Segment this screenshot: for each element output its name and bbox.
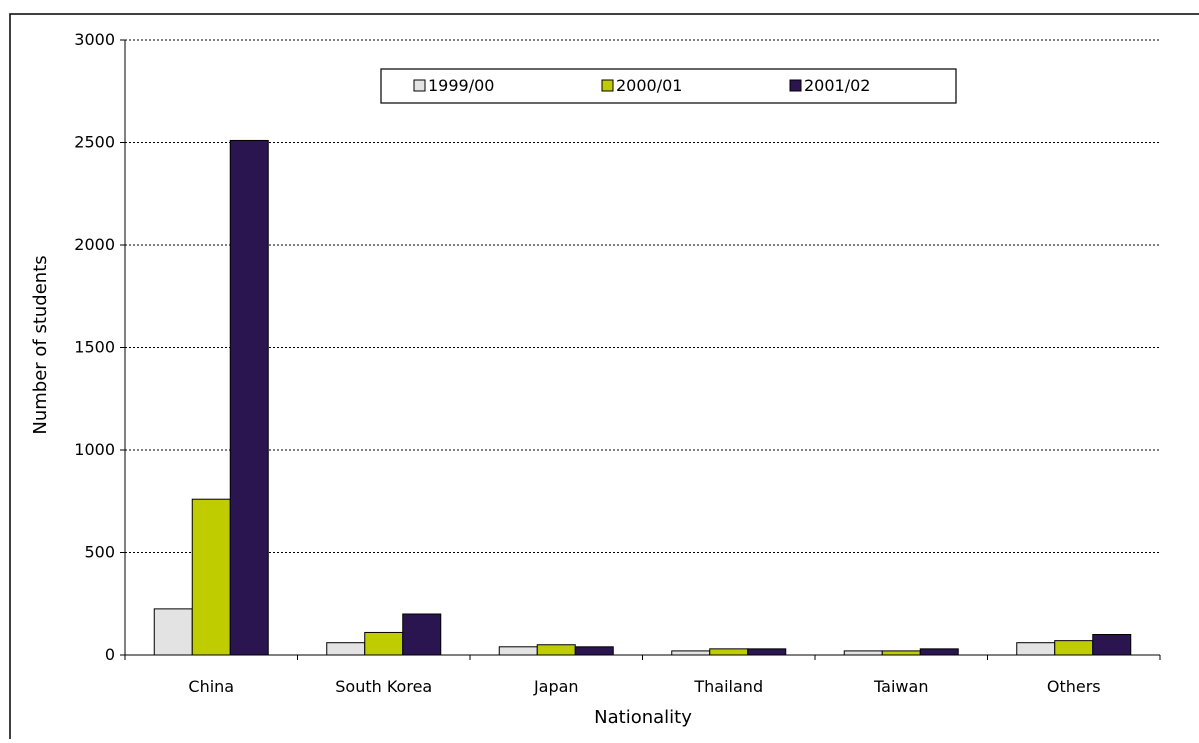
x-tick-label: Japan: [533, 677, 579, 696]
legend-label: 2001/02: [804, 76, 870, 95]
y-tick-label: 1000: [74, 440, 115, 459]
bar-others-2000-01: [1054, 640, 1094, 656]
legend-label: 1999/00: [428, 76, 494, 95]
bar-thailand-2000-01: [709, 648, 749, 656]
legend-swatch: [413, 79, 426, 92]
y-tick-label: 0: [105, 645, 115, 664]
grid-layer: [125, 39, 1160, 553]
legend-items: 1999/00 2000/01 2001/02: [413, 76, 870, 95]
legend-swatch: [601, 79, 614, 92]
y-axis-title: Number of students: [30, 255, 51, 434]
bar-south-korea-2000-01: [364, 631, 404, 656]
y-tick-layer: 0 500 1000 1500 2000 2500 3000: [74, 30, 125, 664]
bar-thailand-1999-00: [671, 650, 711, 656]
bar-others-1999-00: [1016, 642, 1056, 656]
bar-japan-1999-00: [498, 646, 538, 656]
legend: 1999/00 2000/01 2001/02: [380, 68, 957, 104]
bar-taiwan-1999-00: [843, 650, 883, 656]
y-tick-label: 3000: [74, 30, 115, 49]
x-tick-label: China: [188, 677, 234, 696]
legend-box: [380, 68, 957, 104]
x-tick-label: Others: [1047, 677, 1101, 696]
legend-swatch: [789, 79, 802, 92]
bar-china-2001-02: [229, 139, 269, 656]
bar-taiwan-2000-01: [881, 650, 921, 656]
x-tick-label: South Korea: [335, 677, 432, 696]
bar-south-korea-1999-00: [326, 642, 366, 656]
bar-layer: [153, 139, 1132, 656]
y-tick-label: 2000: [74, 235, 115, 254]
x-tick-label: Taiwan: [873, 677, 928, 696]
y-tick-label: 2500: [74, 133, 115, 152]
bar-japan-2000-01: [536, 644, 576, 656]
bar-japan-2001-02: [574, 646, 614, 656]
bar-south-korea-2001-02: [402, 613, 442, 656]
bar-china-1999-00: [153, 608, 193, 656]
x-tick-label: Thailand: [693, 677, 763, 696]
x-tick-layer: China South Korea Japan Thailand Taiwan Other…: [124, 655, 1161, 696]
bar-thailand-2001-02: [747, 648, 787, 656]
x-axis-title: Nationality: [594, 707, 692, 728]
bar-taiwan-2001-02: [919, 648, 959, 656]
bar-others-2001-02: [1092, 634, 1132, 656]
y-tick-label: 500: [84, 543, 115, 562]
bar-china-2000-01: [191, 498, 231, 656]
legend-label: 2000/01: [616, 76, 682, 95]
y-tick-label: 1500: [74, 338, 115, 357]
